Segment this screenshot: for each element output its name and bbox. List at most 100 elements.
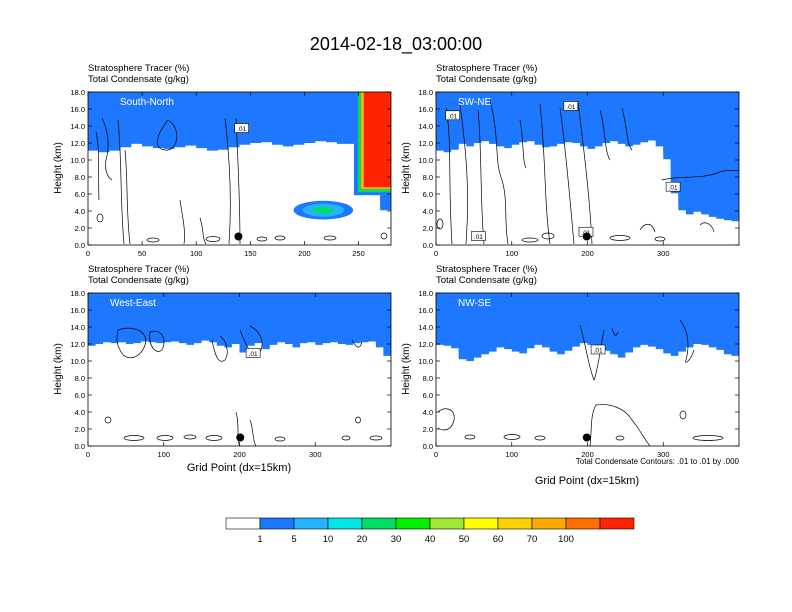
legend-level-label: 30: [391, 534, 402, 545]
x-tick-label: 300: [657, 249, 670, 258]
contour-line: [503, 434, 521, 440]
contour-line: [437, 408, 455, 431]
x-tick-label: 0: [434, 249, 438, 258]
contour-line: [96, 213, 104, 223]
y-tick-label: 18.0: [70, 289, 85, 298]
contour-line: [654, 236, 666, 242]
legend-level-label: 5: [291, 534, 296, 545]
y-tick-label: 10.0: [70, 357, 85, 366]
panel-label: South-North: [120, 97, 174, 108]
contour-label-box: [445, 110, 460, 121]
contour-line: [380, 232, 388, 240]
contour-line: [179, 199, 207, 245]
y-tick-label: 0.0: [75, 241, 85, 250]
contour-note: Total Condensate Contours: .01 to .01 by…: [576, 457, 740, 466]
y-tick-label: 6.0: [423, 190, 433, 199]
contour-label-box: [234, 123, 249, 133]
contour-line: [116, 327, 147, 358]
contour-line: [477, 99, 509, 245]
legend-level-label: 70: [527, 534, 538, 545]
panel-west-east: Stratosphere Tracer (%) Total Condensate…: [53, 264, 392, 474]
plot-frame: [87, 91, 392, 246]
y-axis-label: Height (km): [53, 142, 64, 194]
y-tick-label: 2.0: [423, 224, 433, 233]
contour-label-box: [665, 181, 681, 192]
contour-label-box: [471, 231, 486, 241]
contour-line: [679, 319, 695, 363]
y-tick-label: 8.0: [75, 374, 85, 383]
y-tick-label: 4.0: [423, 207, 433, 216]
legend-swatch: [531, 517, 567, 530]
legend-swatch: [497, 517, 533, 530]
legend-swatch: [463, 517, 499, 530]
contour-label-box: [590, 344, 606, 355]
y-tick-label: 18.0: [418, 289, 433, 298]
contour-label: .01: [474, 234, 483, 241]
legend-level-label: 50: [459, 534, 470, 545]
panel-label: SW-NE: [458, 97, 491, 108]
contour-line: [692, 435, 724, 441]
subtitle-condensate: Total Condensate (g/kg): [436, 275, 537, 286]
x-tick-label: 50: [138, 249, 146, 258]
contour-line: [274, 235, 286, 241]
contour-line: [146, 237, 160, 243]
x-tick-label: 250: [352, 249, 365, 258]
contour-line: [541, 232, 555, 240]
y-tick-label: 12.0: [70, 340, 85, 349]
color-legend: 1 5 10 20 30 40 50 60 70 100: [225, 517, 635, 545]
x-axis-label: Grid Point (dx=15km): [535, 475, 639, 487]
legend-swatch: [565, 517, 601, 530]
condensate-contours: [104, 325, 383, 446]
legend-level-label: 1: [257, 534, 262, 545]
location-marker: [234, 232, 243, 241]
x-tick-label: 200: [233, 450, 246, 459]
contour-line: [436, 218, 444, 230]
location-marker: [236, 433, 245, 442]
x-tick-label: 0: [434, 450, 438, 459]
axis-ticks: 0 100 200 300 0.0 2.0 4.0 6.0 8.0 10.0 12.0 14.0 16.…: [418, 88, 739, 258]
subtitle-condensate: Total Condensate (g/kg): [436, 74, 537, 85]
contour-line: [611, 327, 619, 336]
y-tick-label: 4.0: [423, 408, 433, 417]
y-tick-label: 12.0: [70, 139, 85, 148]
x-tick-label: 0: [86, 249, 90, 258]
contour-line: [599, 107, 633, 161]
condensate-contours: [437, 319, 724, 446]
contour-line: [589, 404, 651, 446]
y-tick-label: 14.0: [418, 323, 433, 332]
contour-line: [117, 119, 131, 245]
location-marker: [582, 232, 591, 241]
contour-label: .01: [448, 113, 457, 120]
y-tick-label: 12.0: [418, 139, 433, 148]
y-tick-label: 14.0: [70, 323, 85, 332]
panel-sw-ne: Stratosphere Tracer (%) Total Condensate…: [401, 63, 740, 258]
x-tick-label: 200: [581, 249, 594, 258]
x-axis-label: Grid Point (dx=15km): [187, 462, 291, 474]
contour-line: [274, 436, 286, 442]
contour-line: [639, 222, 715, 233]
y-tick-label: 10.0: [70, 156, 85, 165]
legend-swatch: [429, 517, 465, 530]
contour-label: .01: [669, 185, 678, 192]
x-tick-label: 0: [86, 450, 90, 459]
panel-nw-se: Stratosphere Tracer (%) Total Condensate…: [401, 264, 740, 487]
contour-label: .01: [594, 347, 603, 354]
plot-area: [436, 293, 739, 361]
y-tick-label: 16.0: [70, 105, 85, 114]
contour-label: .01: [249, 351, 258, 358]
contour-line: [323, 235, 337, 241]
subtitle-tracer: Stratosphere Tracer (%): [88, 264, 189, 275]
contour-line: [205, 236, 221, 242]
x-tick-label: 300: [657, 450, 670, 459]
legend-swatch: [599, 517, 635, 530]
legend-level-label: 40: [425, 534, 436, 545]
subtitle-tracer: Stratosphere Tracer (%): [88, 63, 189, 74]
contour-line: [369, 435, 383, 441]
subtitle-condensate: Total Condensate (g/kg): [88, 275, 189, 286]
contour-label-box: [563, 101, 579, 111]
contour-line: [156, 119, 177, 151]
y-axis-label: Height (km): [401, 142, 412, 194]
panel-label: West-East: [110, 298, 156, 309]
y-tick-label: 2.0: [75, 224, 85, 233]
contour-line: [661, 169, 739, 181]
